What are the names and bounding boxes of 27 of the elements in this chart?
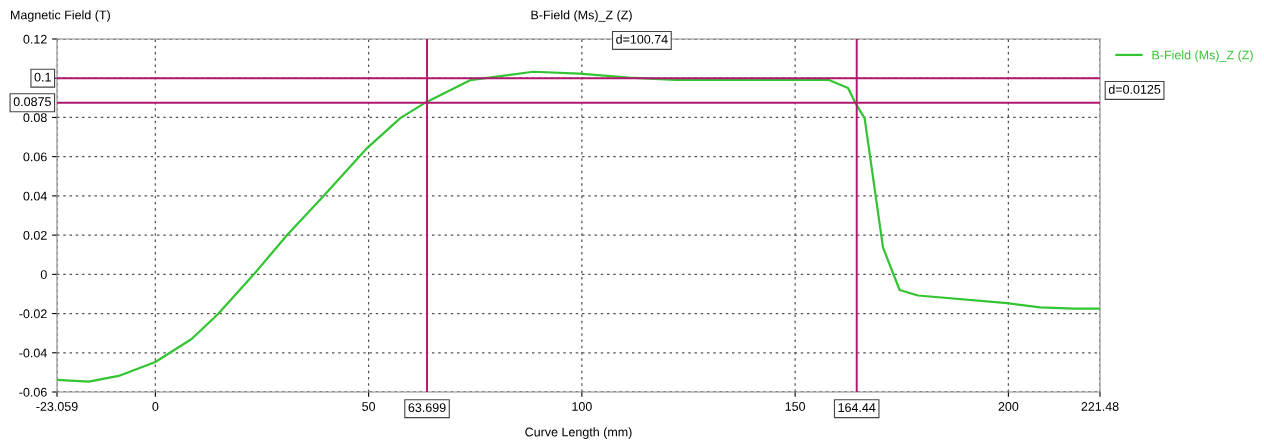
y-tick-label: 0.06 <box>23 152 47 162</box>
y-tick-label: 0.12 <box>23 34 47 44</box>
x-tick-label: -23.059 <box>36 402 78 411</box>
x-tick-label: 200 <box>998 402 1019 411</box>
legend-label: B-Field (Ms)_Z (Z) <box>1152 50 1253 62</box>
ref-line-label: 0.0875 <box>13 97 51 107</box>
x-tick-label: 100 <box>572 402 592 411</box>
y-tick-label: -0.02 <box>19 309 47 319</box>
annotation: d=100.74 <box>616 34 668 44</box>
y-tick-label: -0.04 <box>19 348 47 358</box>
ref-line-label: 0.1 <box>34 72 51 82</box>
line-series <box>57 70 1100 383</box>
text: d=0.0125 <box>1108 84 1161 94</box>
y-tick-label: 0.04 <box>23 191 47 201</box>
y-axis-title: Magnetic Field (T) <box>11 10 110 22</box>
x-axis-title: Curve Length (mm) <box>525 427 632 439</box>
ref-line-label: 164.44 <box>838 403 876 413</box>
y-tick-label: -0.06 <box>19 387 47 397</box>
y-tick-label: 0.08 <box>23 113 47 123</box>
chart-title: B-Field (Ms)_Z (Z) <box>531 10 632 22</box>
y-tick-label: 0 <box>40 270 47 279</box>
x-tick-label: 50 <box>362 402 376 411</box>
x-tick-label: 221.48 <box>1081 402 1119 411</box>
y-tick-label: 0.02 <box>23 230 47 240</box>
x-tick-label: 150 <box>785 402 806 411</box>
ref-line-label: 63.699 <box>408 403 446 413</box>
x-tick-label: 0 <box>152 402 159 411</box>
